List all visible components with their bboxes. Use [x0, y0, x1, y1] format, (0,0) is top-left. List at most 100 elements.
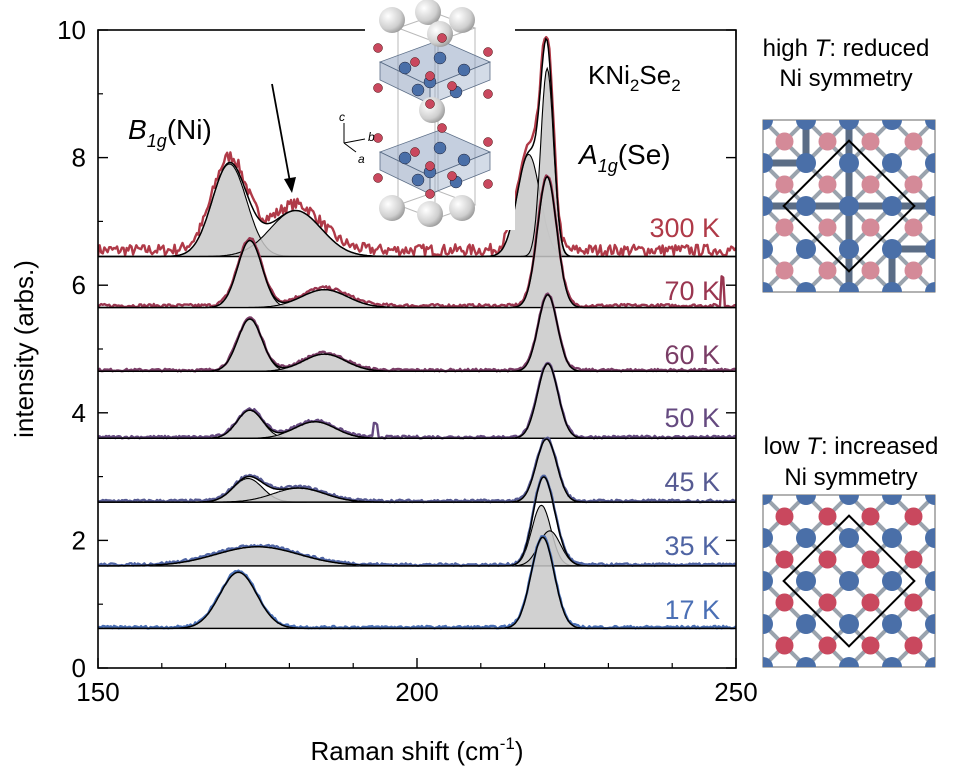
lattice-bond: [763, 664, 765, 667]
lattice-se-atom: [904, 507, 923, 526]
peak-fill: [507, 363, 589, 439]
lattice-ni-atom: [839, 196, 859, 216]
crystal-axes-indicator: [343, 123, 366, 153]
series-70-k: [98, 174, 736, 309]
lattice-se-atom: [904, 636, 923, 655]
lattice-ni-atom: [763, 614, 773, 634]
lattice-se-atom: [861, 593, 880, 612]
lattice-bond: [763, 120, 851, 209]
lattice-ni-atom: [763, 120, 773, 130]
ni-atom: [457, 63, 471, 77]
x-tick-label: 200: [395, 677, 438, 707]
lattice-ni-atom: [839, 495, 859, 505]
series-50-k: [98, 361, 736, 440]
lattice-se-atom: [775, 261, 794, 280]
se-atom: [410, 57, 420, 67]
lattice-bond: [763, 495, 851, 584]
lattice-ni-atom: [763, 153, 773, 173]
lattice-se-atom: [904, 218, 923, 237]
lattice-se-atom: [861, 218, 880, 237]
se-atom: [373, 83, 383, 93]
peak-fill: [505, 438, 588, 503]
lattice-ni-atom: [763, 657, 773, 667]
unit-cell-diamond: [782, 514, 916, 648]
lattice-ni-atom: [763, 282, 773, 292]
b1g-label: B1g(Ni): [128, 114, 212, 151]
lattice-bond: [763, 203, 851, 292]
series-45-k: [98, 436, 736, 504]
lattice-ni-atom: [882, 571, 902, 591]
series-data-line: [98, 174, 736, 309]
series-data-line: [98, 535, 736, 630]
high-t-title-line1: high T: reduced: [763, 35, 930, 62]
y-tick-label: 6: [72, 270, 86, 300]
series-300-k: [98, 35, 736, 258]
high-t-lattice: [762, 119, 936, 293]
lattice-se-atom: [818, 175, 837, 194]
lattice-se-atom: [818, 593, 837, 612]
peak-fill: [201, 318, 299, 372]
lattice-se-atom: [818, 218, 837, 237]
lattice-ni-atom: [882, 282, 902, 292]
lattice-se-atom: [775, 593, 794, 612]
se-atom: [410, 147, 420, 157]
series-fit-line: [98, 363, 736, 440]
k-atom: [449, 195, 475, 221]
material-label: KNi2Se2: [588, 60, 681, 95]
series-60-k: [98, 292, 736, 373]
lattice-bond: [763, 120, 808, 166]
lattice-se-atom: [818, 636, 837, 655]
lattice-ni-atom: [839, 657, 859, 667]
crystal-structure-inset: c b a: [339, 0, 515, 230]
lattice-ni-atom: [763, 495, 773, 505]
lattice-ni-atom: [839, 571, 859, 591]
k-atom: [449, 7, 475, 33]
lattice-se-atom: [861, 175, 880, 194]
lattice-se-atom: [904, 550, 923, 569]
lattice-se-atom: [904, 593, 923, 612]
lattice-ni-atom: [839, 614, 859, 634]
spectra-group: [98, 35, 736, 630]
k-atom: [415, 0, 441, 25]
y-tick-label: 4: [72, 398, 86, 428]
lattice-bond: [933, 289, 935, 292]
series-fit-line: [98, 175, 736, 309]
se-atom: [425, 71, 435, 81]
lattice-ni-atom: [882, 495, 902, 505]
lattice-ni-atom: [796, 120, 816, 130]
lattice-ni-atom: [796, 153, 816, 173]
y-tick-label: 2: [72, 525, 86, 555]
x-tick-label: 250: [714, 677, 757, 707]
y-axis-label: intensity (arbs.): [9, 260, 39, 438]
series-data-line: [98, 35, 736, 257]
lattice-ni-atom: [925, 239, 935, 259]
temperature-label: 50 K: [664, 403, 720, 433]
ni-atom: [398, 61, 412, 75]
lattice-bond: [847, 203, 935, 292]
lattice-bond: [847, 495, 935, 584]
lattice-ni-atom: [925, 657, 935, 667]
se-atom: [373, 173, 383, 183]
lattice-bond: [548, 495, 720, 667]
lattice-se-atom: [904, 261, 923, 280]
lattice-se-atom: [775, 175, 794, 194]
lattice-se-atom: [904, 132, 923, 151]
lattice-ni-atom: [882, 657, 902, 667]
temperature-label: 45 K: [664, 467, 720, 497]
lattice-bond: [933, 120, 935, 123]
series-17-k: [98, 535, 736, 630]
lattice-bond: [763, 578, 851, 667]
lattice-bond: [763, 495, 808, 541]
se-atom: [437, 33, 447, 43]
unit-cell-diamond: [782, 139, 916, 273]
se-atom: [373, 43, 383, 53]
lattice-ni-atom: [925, 153, 935, 173]
series-fit-line: [98, 294, 736, 373]
lattice-ni-atom: [882, 528, 902, 548]
lattice-se-atom: [818, 550, 837, 569]
lattice-ni-atom: [839, 282, 859, 292]
lattice-se-atom: [775, 132, 794, 151]
ni-atom: [457, 153, 471, 167]
series-fit-line: [98, 476, 736, 567]
